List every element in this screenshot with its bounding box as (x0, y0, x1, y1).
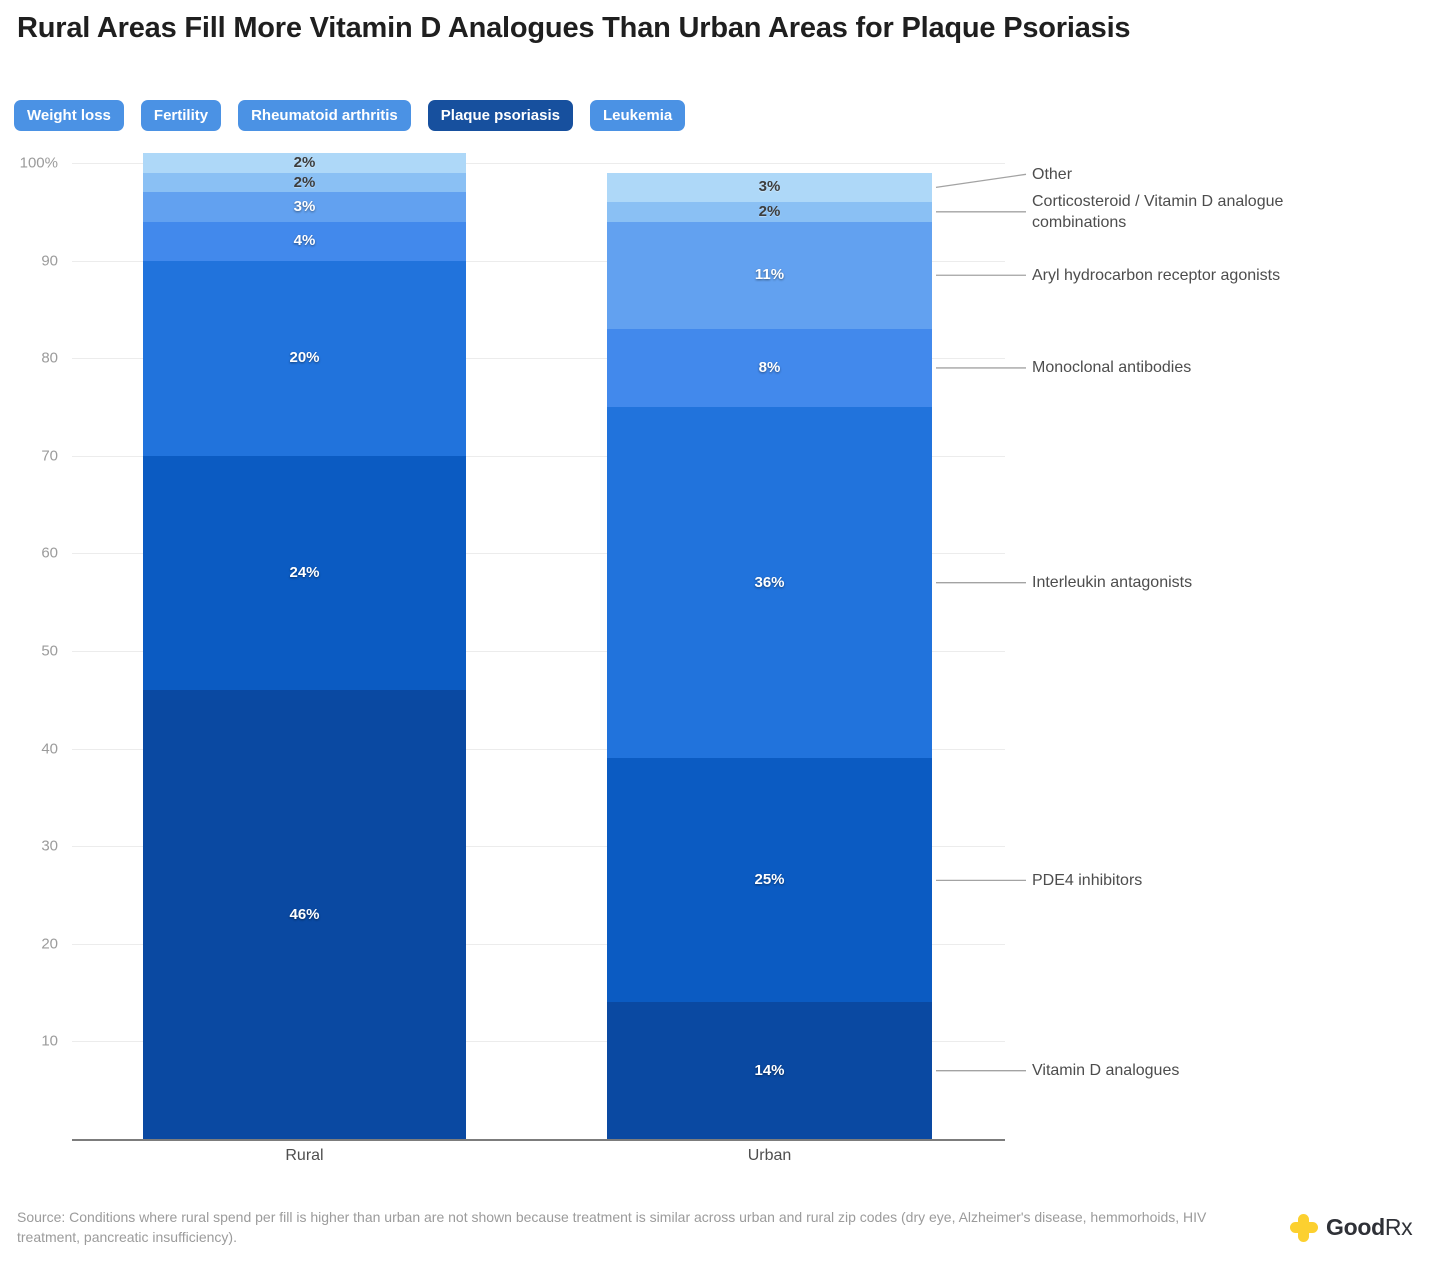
y-tick-50: 50 (41, 642, 58, 660)
gridline-30 (72, 846, 1005, 848)
legend-annotation-interleukin-antagonists: Interleukin antagonists (1032, 574, 1193, 592)
gridline-70 (72, 455, 1005, 457)
y-tick-100: 100% (19, 154, 58, 172)
gridline-100 (72, 163, 1005, 164)
y-tick-90: 90 (41, 252, 58, 270)
x-axis-label-rural: Rural (285, 1147, 324, 1164)
tab-fertility[interactable]: Fertility (140, 100, 222, 131)
segment-value-label: 2% (293, 154, 316, 171)
segment-value-label: 4% (293, 232, 316, 250)
tab-rheumatoid-arthritis[interactable]: Rheumatoid arthritis (238, 100, 411, 131)
bar-segment-rural-pde4-inhibitors[interactable] (143, 455, 466, 691)
bar-segment-rural-monoclonal-antibodies[interactable] (143, 221, 466, 261)
y-tick-70: 70 (41, 447, 58, 465)
segment-value-label: 25% (754, 871, 785, 889)
segment-value-label: 11% (754, 266, 785, 284)
tab-plaque-psoriasis[interactable]: Plaque psoriasis (427, 100, 573, 131)
tab-leukemia[interactable]: Leukemia (590, 100, 686, 131)
y-tick-80: 80 (41, 349, 58, 367)
bar-segment-rural-interleukin-antagonists[interactable] (143, 260, 466, 456)
bar-segment-urban-pde4-inhibitors[interactable] (607, 758, 932, 1003)
segment-value-label: 3% (758, 178, 781, 196)
gridline-60 (72, 553, 1005, 555)
segment-value-label: 3% (293, 197, 316, 215)
bar-segment-rural-other[interactable] (143, 153, 466, 173)
bar-segment-urban-vitamin-d-analogues[interactable] (607, 1002, 932, 1139)
goodrx-logo-text: GoodRx (1326, 1214, 1413, 1240)
y-tick-30: 30 (41, 837, 58, 855)
gridline-20 (72, 943, 1005, 945)
segment-value-label: 8% (758, 358, 781, 376)
legend-annotation-pde4-inhibitors: PDE4 inhibitors (1032, 871, 1143, 889)
bar-segment-urban-monoclonal-antibodies[interactable] (607, 328, 932, 407)
segment-value-label: 46% (289, 905, 320, 923)
tab-weight-loss[interactable]: Weight loss (14, 100, 124, 131)
bar-segment-rural-vitamin-d-analogues[interactable] (143, 690, 466, 1139)
bar-segment-urban-aryl-hydrocarbon-receptor-agonists[interactable] (607, 221, 932, 329)
legend-annotation-other: Other (1032, 165, 1073, 183)
segment-value-label: 2% (293, 173, 316, 191)
gridline-10 (72, 1041, 1005, 1043)
x-axis-line (72, 1139, 1005, 1141)
segment-value-label: 24% (289, 563, 320, 581)
segment-value-label: 14% (754, 1061, 785, 1079)
legend-annotation-aryl-hydrocarbon-receptor-agonists: Aryl hydrocarbon receptor agonists (1032, 266, 1281, 284)
y-tick-60: 60 (41, 544, 58, 562)
condition-tabs: Weight loss Fertility Rheumatoid arthritis… (14, 100, 686, 131)
bar-segment-rural-aryl-hydrocarbon-receptor-agonists[interactable] (143, 192, 466, 222)
segment-value-label: 2% (758, 202, 781, 220)
y-tick-40: 40 (41, 740, 58, 758)
gridline-40 (72, 748, 1005, 750)
goodrx-cross-icon (1288, 1212, 1319, 1243)
bar-segment-urban-interleukin-antagonists[interactable] (607, 407, 932, 759)
segment-value-label: 20% (289, 349, 320, 367)
x-axis-label-urban: Urban (747, 1147, 792, 1164)
bar-segment-rural-corticosteroid-vitamin-d-analogue-combinations[interactable] (143, 172, 466, 193)
y-tick-10: 10 (41, 1032, 58, 1050)
bar-segment-urban-other[interactable] (607, 172, 932, 203)
page-title: Rural Areas Fill More Vitamin D Analogue… (17, 12, 1131, 44)
segment-value-label: 36% (754, 573, 785, 591)
legend-annotation-vitamin-d-analogues: Vitamin D analogues (1032, 1062, 1180, 1080)
gridline-50 (72, 651, 1005, 652)
gridline-90 (72, 260, 1005, 262)
bar-segment-urban-corticosteroid-vitamin-d-analogue-combinations[interactable] (607, 202, 932, 222)
legend-annotation-monoclonal-antibodies: Monoclonal antibodies (1032, 359, 1192, 377)
goodrx-logo: GoodRx (1288, 1212, 1413, 1243)
y-tick-20: 20 (41, 935, 58, 953)
legend-annotation-corticosteroid-vitamin-d-analogue-combinations: Corticosteroid / Vitamin D analogue comb… (1032, 192, 1284, 231)
source-note: Source: Conditions where rural spend per… (17, 1209, 1207, 1245)
gridline-80 (72, 358, 1005, 360)
